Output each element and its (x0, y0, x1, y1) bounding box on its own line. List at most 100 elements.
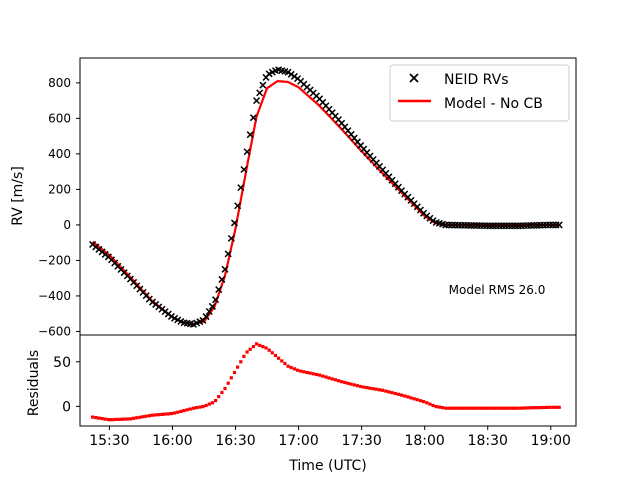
residual-point (396, 392, 400, 396)
residual-point (166, 412, 170, 416)
residual-point (251, 345, 255, 349)
residual-point (125, 417, 129, 421)
residual-point (226, 381, 230, 385)
residual-point (340, 380, 344, 384)
residual-point (371, 387, 375, 391)
residual-point (157, 413, 161, 417)
residual-point (144, 414, 148, 418)
residuals-y-tick-label: 50 (53, 355, 71, 371)
residual-point (526, 406, 530, 410)
neid-rv-point (237, 184, 245, 192)
residual-point (176, 410, 180, 414)
residual-point (308, 371, 312, 375)
residual-point (286, 364, 290, 368)
residual-point (239, 360, 243, 364)
residual-point (128, 417, 132, 421)
residual-point (229, 376, 233, 380)
neid-rv-point (215, 286, 223, 294)
residual-point (522, 406, 527, 410)
residual-point (434, 405, 438, 409)
residual-point (141, 415, 145, 419)
residual-point (548, 405, 552, 409)
legend-frame (389, 64, 570, 122)
rv-y-tick-label: 200 (48, 182, 71, 196)
residual-point (463, 406, 467, 410)
neid-rv-point (212, 296, 220, 304)
rv-panel: −600 −400 −200 0 200 400 600 800 RV [m/s] Model… (10, 57, 577, 338)
residual-point (481, 406, 486, 410)
residual-point (210, 401, 214, 405)
rv-y-tick-label: 600 (48, 111, 71, 125)
residuals-y-axis: 0 50 (53, 355, 80, 415)
x-tick-label: 16:00 (152, 433, 192, 449)
residual-point (352, 383, 356, 387)
residual-point (425, 401, 429, 405)
residual-point (504, 406, 508, 410)
residual-point (201, 405, 205, 409)
neid-rv-point (246, 131, 254, 139)
neid-rv-point (256, 89, 264, 97)
residual-point (195, 406, 199, 410)
legend: NEID RVs Model - No CB (389, 64, 570, 122)
neid-rv-point (234, 202, 242, 210)
neid-rv-point (259, 81, 267, 89)
residual-point (185, 408, 189, 412)
residual-point (437, 405, 441, 409)
neid-rv-point (227, 234, 235, 242)
residual-point (122, 417, 126, 421)
residual-point (406, 395, 410, 399)
residual-point (94, 416, 98, 420)
residual-point (314, 372, 318, 377)
residual-point (466, 406, 470, 410)
residual-point (415, 398, 419, 402)
residuals-panel: 0 50 Residuals (26, 334, 577, 427)
residual-point (198, 405, 202, 409)
residual-point (242, 354, 246, 358)
residual-point (132, 416, 136, 420)
residual-point (273, 353, 278, 358)
residual-point (245, 350, 249, 354)
residual-point (336, 379, 341, 383)
residual-point (163, 412, 167, 416)
rv-data-layer (89, 66, 563, 328)
residual-point (431, 403, 435, 408)
residual-point (554, 405, 558, 409)
residual-point (557, 405, 561, 409)
residual-point (261, 345, 265, 349)
residual-point (302, 370, 306, 374)
residual-point (311, 372, 315, 376)
residual-point (109, 418, 114, 422)
residual-point (450, 406, 454, 410)
x-tick-label: 18:00 (404, 433, 444, 449)
residual-point (106, 418, 110, 422)
residual-point (100, 417, 104, 421)
residual-point (113, 417, 117, 422)
residual-point (191, 406, 196, 410)
residuals-y-axis-label: Residuals (26, 350, 42, 416)
residual-point (541, 405, 545, 410)
residual-point (182, 409, 186, 413)
residual-point (147, 414, 151, 418)
x-tick-label: 17:30 (341, 433, 381, 449)
residual-point (295, 368, 300, 372)
residual-point (91, 415, 95, 419)
residual-point (248, 347, 252, 351)
residual-point (453, 406, 457, 410)
x-tick-label: 16:30 (215, 433, 255, 449)
residual-point (535, 406, 539, 410)
residual-point (387, 390, 391, 394)
rv-y-tick-label: 0 (63, 218, 71, 232)
residual-point (277, 356, 281, 360)
residual-point (494, 406, 498, 410)
residual-point (280, 359, 284, 363)
neid-rv-point (224, 250, 232, 258)
residual-point (440, 406, 445, 410)
residual-point (346, 381, 350, 385)
residual-point (500, 406, 504, 410)
residual-point (318, 373, 322, 377)
neid-rv-point (243, 148, 251, 156)
x-tick-label: 17:00 (278, 433, 318, 449)
neid-rv-point (205, 307, 213, 316)
x-tick-label: 18:30 (468, 433, 508, 449)
